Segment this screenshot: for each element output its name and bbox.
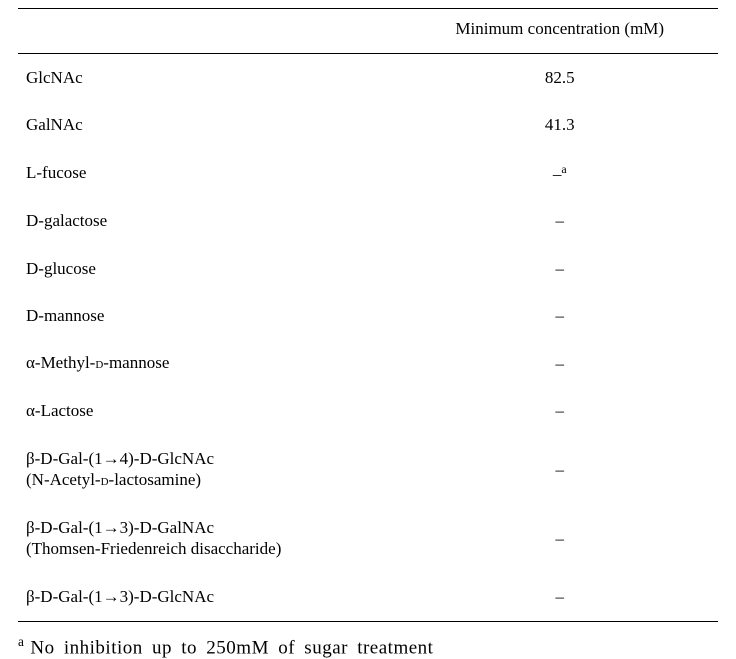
cell-concentration: – bbox=[401, 573, 718, 622]
cell-concentration: – bbox=[401, 197, 718, 244]
cell-sugar: β-D-Gal-(1→3)-D-GlcNAc bbox=[18, 573, 401, 622]
cell-concentration: – bbox=[401, 292, 718, 339]
inhibition-table: Minimum concentration (mM) GlcNAc82.5Gal… bbox=[18, 8, 718, 622]
cell-sugar: α-Methyl-d-mannose bbox=[18, 339, 401, 387]
header-row: Minimum concentration (mM) bbox=[18, 9, 718, 54]
cell-concentration: – bbox=[401, 339, 718, 387]
table-row: GlcNAc82.5 bbox=[18, 54, 718, 102]
cell-sugar: D-glucose bbox=[18, 245, 401, 292]
table-body: GlcNAc82.5GalNAc41.3L-fucose–aD-galactos… bbox=[18, 54, 718, 622]
table-row: α-Lactose– bbox=[18, 387, 718, 434]
cell-concentration: – bbox=[401, 435, 718, 504]
cell-sugar: GlcNAc bbox=[18, 54, 401, 102]
cell-sugar: D-mannose bbox=[18, 292, 401, 339]
cell-concentration: – bbox=[401, 504, 718, 573]
header-sugar bbox=[18, 9, 401, 54]
footnote: a No inhibition up to 250mM of sugar trea… bbox=[18, 634, 718, 659]
cell-sugar: β-D-Gal-(1→4)-D-GlcNAc(N-Acetyl-d-lactos… bbox=[18, 435, 401, 504]
table-row: L-fucose–a bbox=[18, 149, 718, 198]
cell-concentration: –a bbox=[401, 149, 718, 198]
cell-concentration: – bbox=[401, 387, 718, 434]
cell-concentration: – bbox=[401, 245, 718, 292]
cell-sugar: D-galactose bbox=[18, 197, 401, 244]
header-concentration: Minimum concentration (mM) bbox=[401, 9, 718, 54]
table-row: D-galactose– bbox=[18, 197, 718, 244]
table-row: β-D-Gal-(1→3)-D-GlcNAc– bbox=[18, 573, 718, 622]
table-row: D-glucose– bbox=[18, 245, 718, 292]
cell-sugar: GalNAc bbox=[18, 101, 401, 148]
cell-sugar: α-Lactose bbox=[18, 387, 401, 434]
table-row: GalNAc41.3 bbox=[18, 101, 718, 148]
cell-sugar: L-fucose bbox=[18, 149, 401, 198]
table-row: β-D-Gal-(1→3)-D-GalNAc(Thomsen-Friedenre… bbox=[18, 504, 718, 573]
cell-concentration: 82.5 bbox=[401, 54, 718, 102]
footnote-text: No inhibition up to 250mM of sugar treat… bbox=[30, 637, 433, 658]
table-row: β-D-Gal-(1→4)-D-GlcNAc(N-Acetyl-d-lactos… bbox=[18, 435, 718, 504]
cell-concentration: 41.3 bbox=[401, 101, 718, 148]
cell-sugar: β-D-Gal-(1→3)-D-GalNAc(Thomsen-Friedenre… bbox=[18, 504, 401, 573]
table-row: D-mannose– bbox=[18, 292, 718, 339]
footnote-marker: a bbox=[18, 634, 24, 649]
table-row: α-Methyl-d-mannose– bbox=[18, 339, 718, 387]
